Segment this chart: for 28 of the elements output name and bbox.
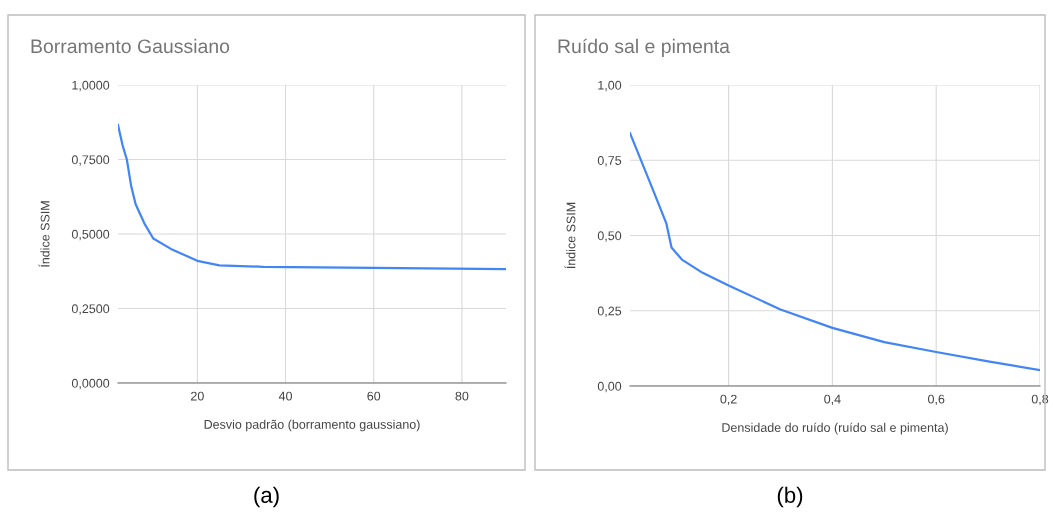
text: (a): [254, 486, 279, 508]
y-tick-label: 0,00: [597, 381, 622, 393]
x-tick-label: 60: [367, 391, 381, 401]
line-series: [118, 123, 506, 271]
x-tick-label: 0,2: [720, 394, 737, 405]
y-tick-label: 0,25: [597, 306, 622, 317]
chart-title: Ruído sal e pimenta: [558, 38, 730, 57]
x-tick-label: 20: [191, 391, 204, 401]
x-axis-title: Densidade do ruído (ruído sal e pimenta): [722, 422, 948, 435]
chart-title: Borramento Gaussiano: [31, 38, 230, 54]
y-tick-label: 1,00: [598, 80, 622, 92]
y-tick-label: 0,5000: [71, 229, 110, 241]
x-axis-title: Desvio padrão (borramento gaussiano): [204, 419, 420, 432]
x-tick-label: 40: [278, 391, 293, 401]
y-tick-label: 0,0000: [71, 378, 110, 390]
y-axis-title: Índice SSIM: [564, 202, 576, 269]
y-axis-title: Índice SSIM: [38, 201, 50, 267]
line-series: [630, 132, 1040, 372]
y-tick-label: 0,75: [597, 156, 622, 167]
y-tick-label: 0,7500: [71, 155, 110, 166]
y-tick-label: 0,50: [597, 231, 622, 242]
y-tick-label: 0,2500: [71, 304, 110, 315]
text: (b): [777, 486, 803, 508]
x-tick-label: 0,8: [1031, 394, 1049, 405]
x-tick-label: 0,6: [928, 394, 945, 405]
y-tick-label: 1,0000: [72, 80, 110, 92]
x-tick-label: 0,4: [824, 394, 841, 405]
x-tick-label: 80: [455, 391, 469, 401]
